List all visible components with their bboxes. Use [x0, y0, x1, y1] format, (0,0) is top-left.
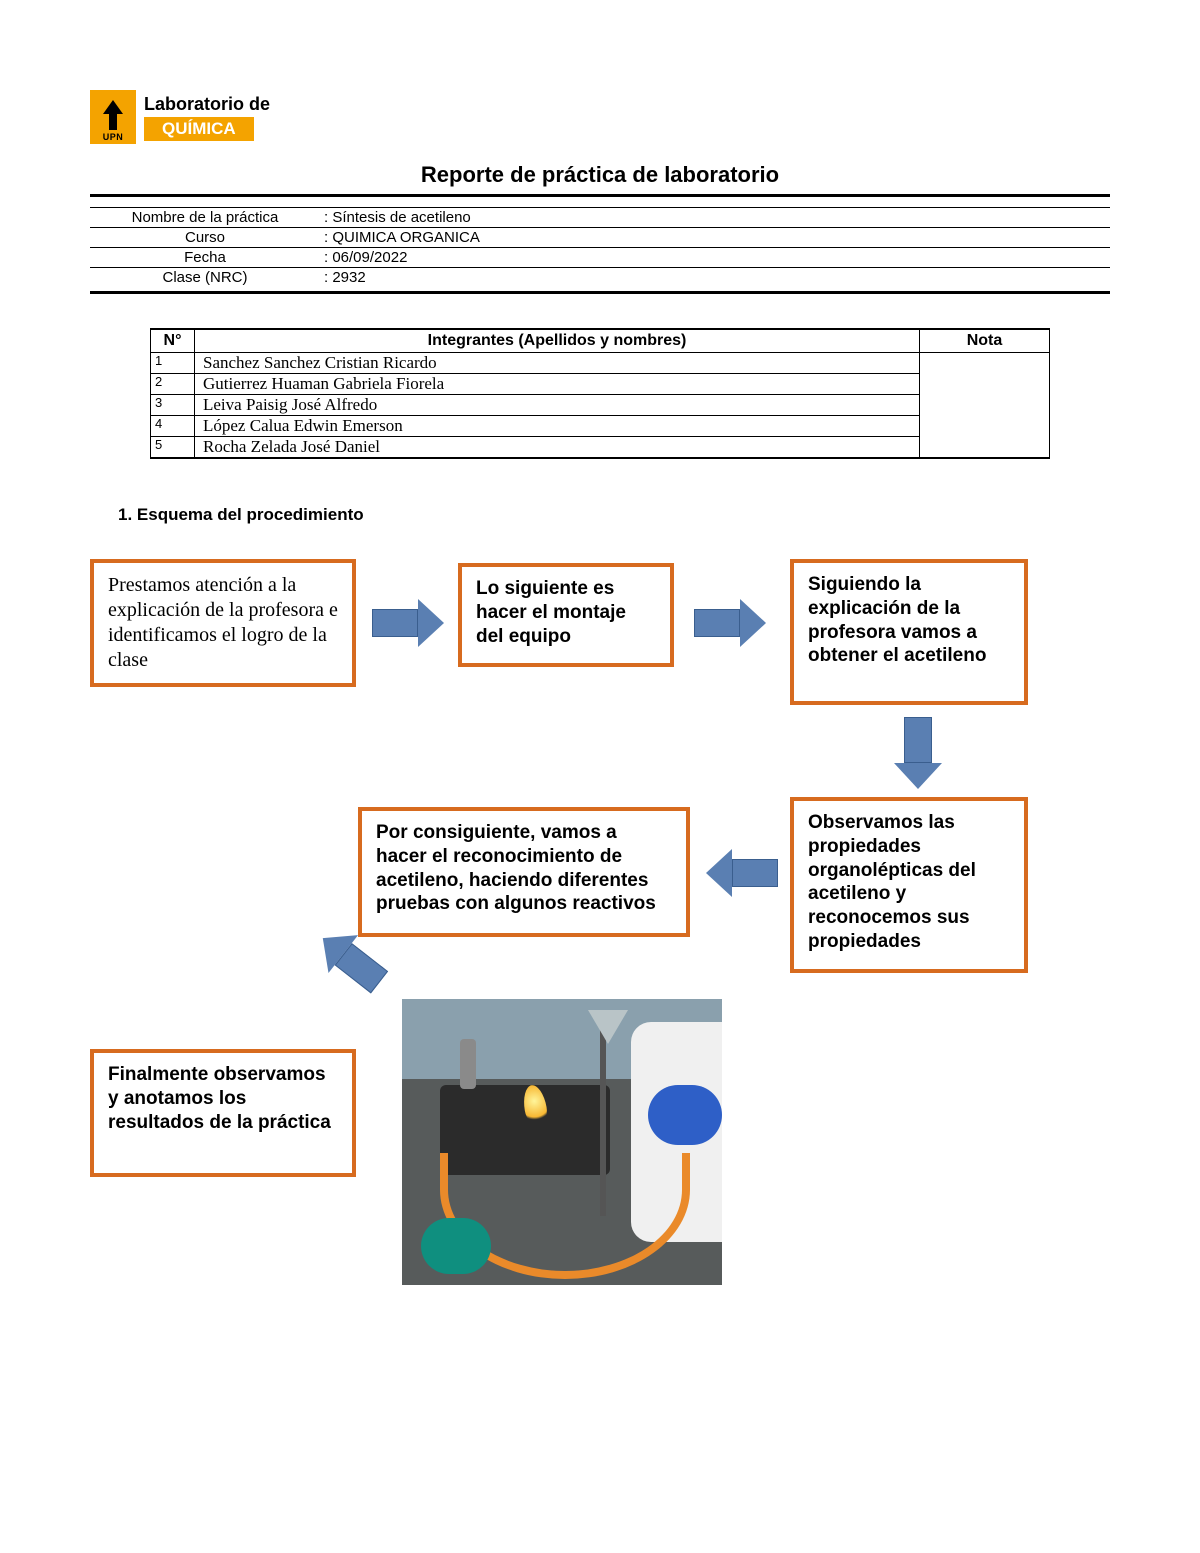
member-name: Gutierrez Huaman Gabriela Fiorela: [195, 374, 920, 395]
member-num: 1: [151, 353, 195, 374]
info-row: Curso: QUIMICA ORGANICA: [90, 228, 1110, 248]
arrow-up-icon: [103, 100, 123, 114]
member-row: 5Rocha Zelada José Daniel: [151, 437, 1050, 459]
member-num: 3: [151, 395, 195, 416]
member-nota: [920, 353, 1050, 459]
logo-line1: Laboratorio de: [144, 94, 270, 115]
member-name: López Calua Edwin Emerson: [195, 416, 920, 437]
member-num: 4: [151, 416, 195, 437]
lab-logo: UPN Laboratorio de QUÍMICA: [90, 90, 1110, 144]
flow-box-b5: Por consiguiente, vamos a hacer el recon…: [358, 807, 690, 937]
member-row: 1Sanchez Sanchez Cristian Ricardo: [151, 353, 1050, 374]
member-num: 5: [151, 437, 195, 459]
lab-photo: [402, 999, 722, 1285]
flow-arrow-a1: [372, 599, 444, 647]
flow-box-b4: Observamos las propiedades organoléptica…: [790, 797, 1028, 973]
info-label: Fecha: [90, 248, 320, 268]
info-value: : 2932: [320, 268, 1110, 288]
member-num: 2: [151, 374, 195, 395]
flow-box-b3: Siguiendo la explicación de la profesora…: [790, 559, 1028, 705]
report-title: Reporte de práctica de laboratorio: [90, 162, 1110, 188]
info-value: : QUIMICA ORGANICA: [320, 228, 1110, 248]
members-header-num: N°: [151, 329, 195, 353]
flow-box-b1: Prestamos atención a la explicación de l…: [90, 559, 356, 687]
section-1-heading: 1. Esquema del procedimiento: [118, 505, 1110, 525]
flow-arrow-a3: [894, 717, 942, 789]
rule-top: [90, 194, 1110, 197]
info-value: : Síntesis de acetileno: [320, 208, 1110, 228]
info-table: Nombre de la práctica: Síntesis de aceti…: [90, 207, 1110, 287]
info-row: Fecha: 06/09/2022: [90, 248, 1110, 268]
flow-arrow-a2: [694, 599, 766, 647]
members-header-name: Integrantes (Apellidos y nombres): [195, 329, 920, 353]
member-name: Leiva Paisig José Alfredo: [195, 395, 920, 416]
member-name: Sanchez Sanchez Cristian Ricardo: [195, 353, 920, 374]
info-label: Curso: [90, 228, 320, 248]
upn-text: UPN: [103, 132, 124, 142]
member-row: 2Gutierrez Huaman Gabriela Fiorela: [151, 374, 1050, 395]
member-row: 4López Calua Edwin Emerson: [151, 416, 1050, 437]
flow-arrow-a4: [706, 849, 778, 897]
logo-line2: QUÍMICA: [144, 117, 254, 141]
upn-badge: UPN: [90, 90, 136, 144]
info-label: Clase (NRC): [90, 268, 320, 288]
info-row: Nombre de la práctica: Síntesis de aceti…: [90, 208, 1110, 228]
info-value: : 06/09/2022: [320, 248, 1110, 268]
members-header-nota: Nota: [920, 329, 1050, 353]
member-name: Rocha Zelada José Daniel: [195, 437, 920, 459]
member-row: 3Leiva Paisig José Alfredo: [151, 395, 1050, 416]
members-table: N° Integrantes (Apellidos y nombres) Not…: [150, 328, 1050, 459]
flow-box-b6: Finalmente observamos y anotamos los res…: [90, 1049, 356, 1177]
info-row: Clase (NRC): 2932: [90, 268, 1110, 288]
info-label: Nombre de la práctica: [90, 208, 320, 228]
procedure-flowchart: Prestamos atención a la explicación de l…: [90, 559, 1110, 1379]
rule-bottom: [90, 291, 1110, 294]
flow-box-b2: Lo siguiente es hacer el montaje del equ…: [458, 563, 674, 667]
